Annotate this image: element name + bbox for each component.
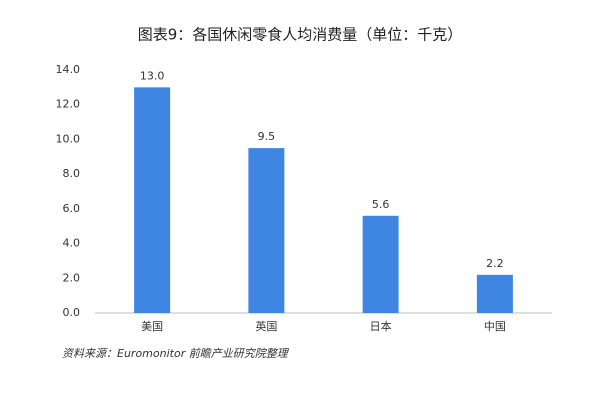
value-label: 9.5 (258, 130, 276, 143)
bar (362, 215, 399, 313)
x-tick-label: 英国 (255, 319, 277, 333)
y-tick-label: 10.0 (56, 132, 81, 145)
y-tick-label: 0.0 (63, 306, 81, 319)
x-tick-label: 日本 (370, 319, 392, 333)
bar (134, 87, 171, 313)
x-tick-label: 美国 (141, 320, 163, 333)
chart-title: 图表9：各国休闲零食人均消费量（单位：千克） (138, 26, 463, 44)
y-tick-label: 6.0 (63, 202, 81, 215)
y-tick-label: 8.0 (63, 167, 81, 180)
x-tick-label: 中国 (484, 320, 506, 333)
value-label: 5.6 (372, 198, 390, 211)
bar (476, 274, 513, 313)
value-label: 2.2 (486, 257, 504, 270)
y-tick-label: 12.0 (56, 98, 81, 111)
y-tick-label: 2.0 (63, 271, 81, 284)
value-label: 13.0 (140, 69, 165, 82)
source-note: 资料来源：Euromonitor 前瞻产业研究院整理 (62, 347, 290, 360)
bar (248, 148, 285, 313)
y-tick-label: 14.0 (56, 63, 81, 76)
y-tick-label: 4.0 (63, 237, 81, 250)
